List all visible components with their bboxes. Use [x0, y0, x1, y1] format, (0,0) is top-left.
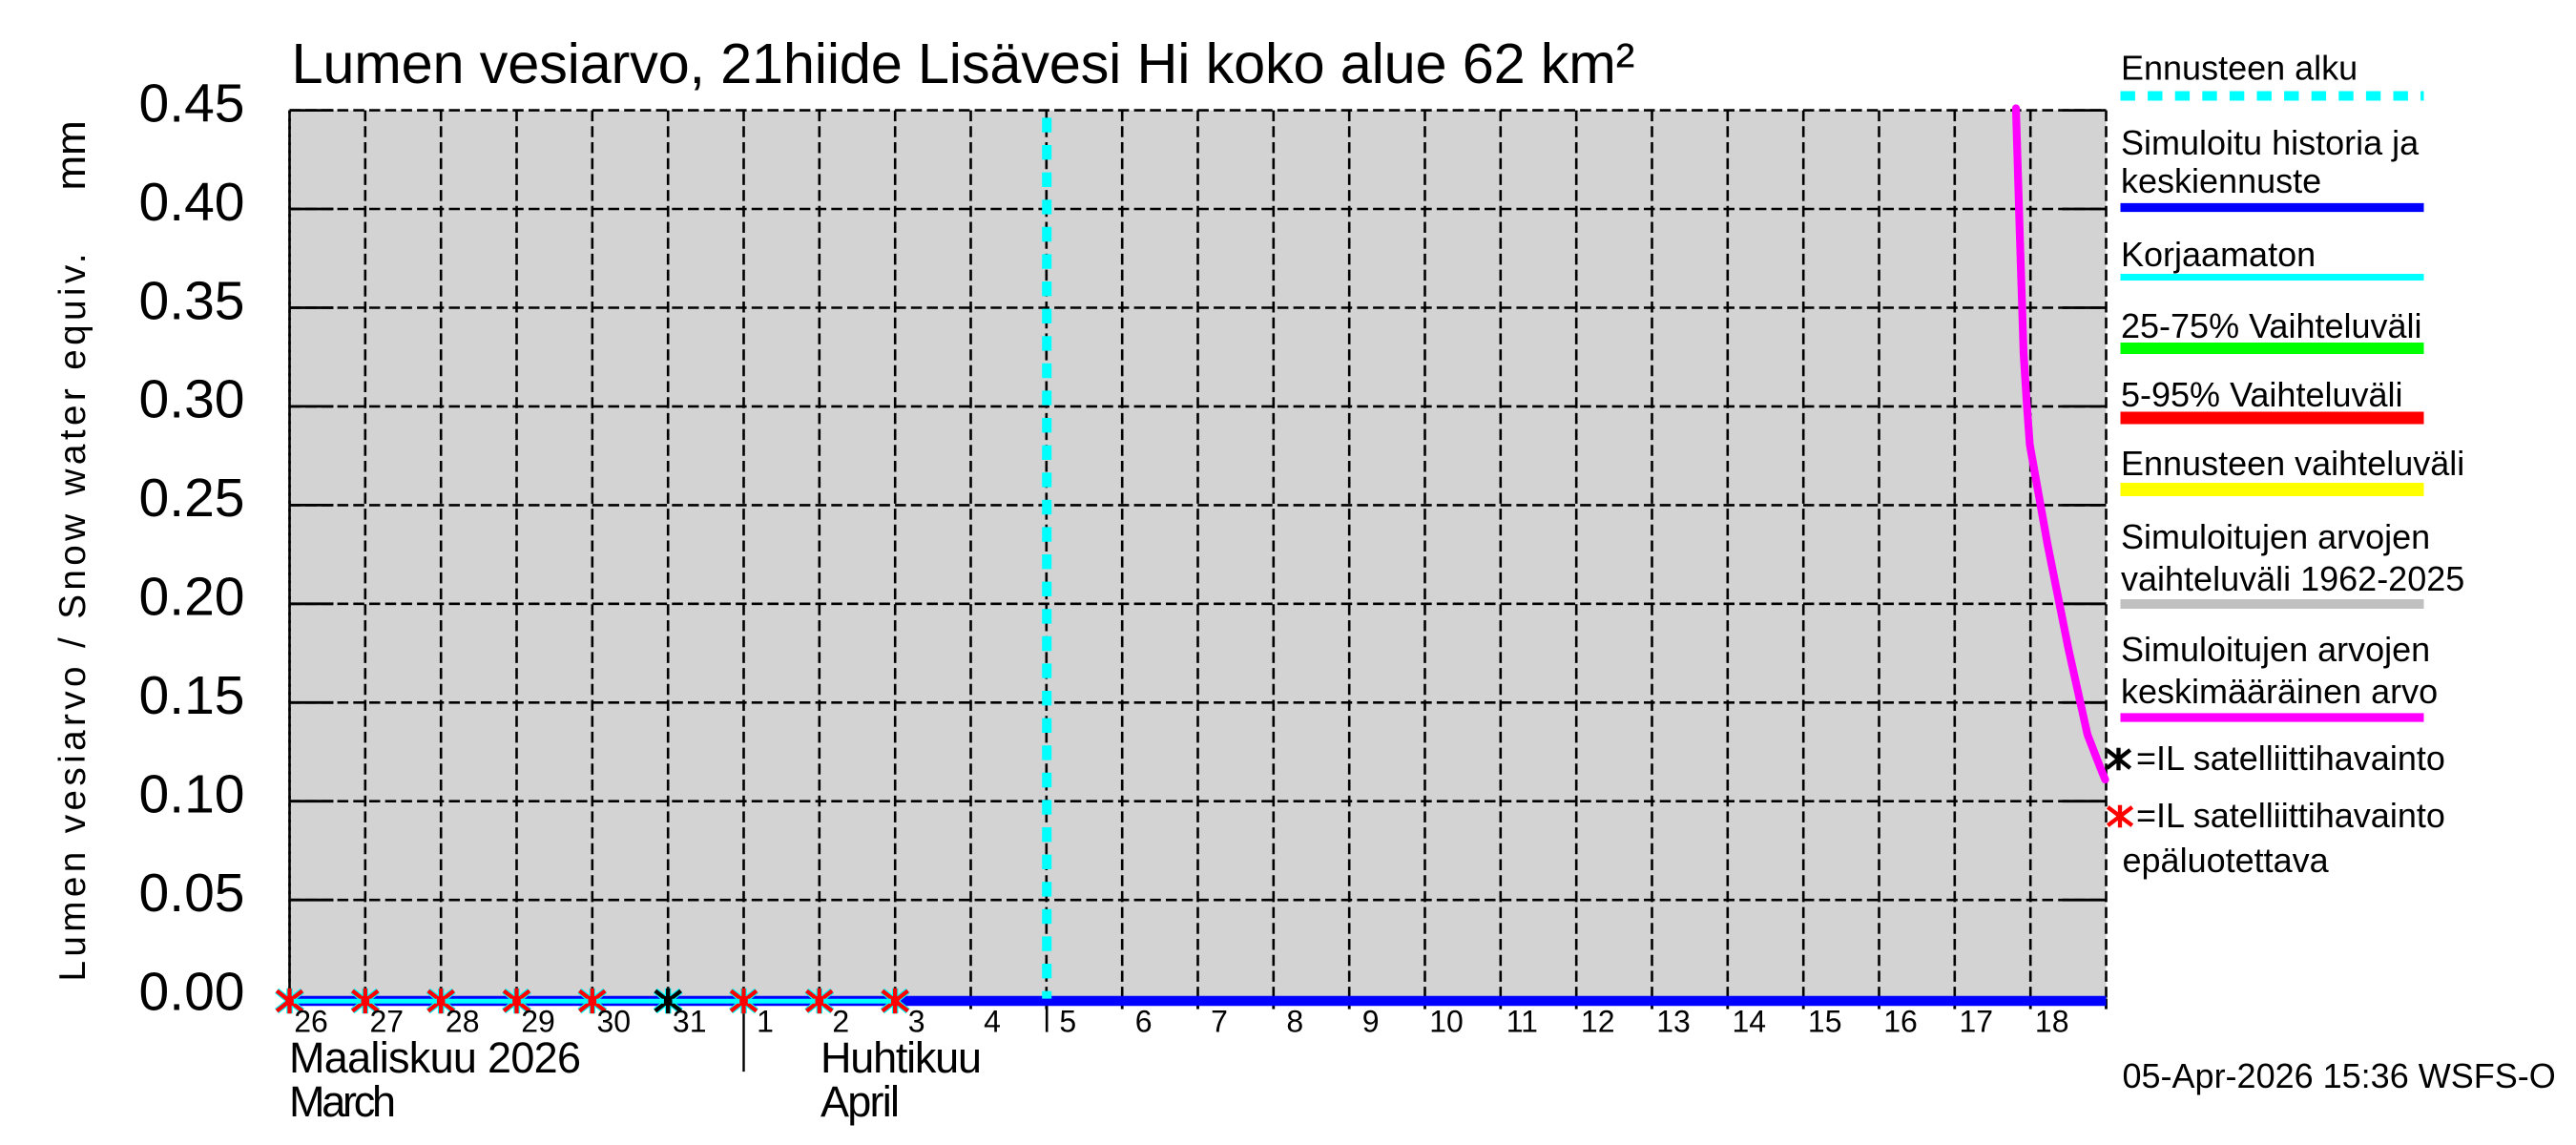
svg-text:=IL satelliittihavainto: =IL satelliittihavainto — [2136, 796, 2445, 835]
svg-text:26: 26 — [294, 1005, 328, 1039]
svg-text:epäluotettava: epäluotettava — [2123, 841, 2330, 880]
svg-text:Simuloitujen arvojen: Simuloitujen arvojen — [2121, 517, 2430, 556]
svg-text:=IL satelliittihavainto: =IL satelliittihavainto — [2136, 739, 2445, 778]
svg-text:0.30: 0.30 — [139, 369, 245, 430]
svg-text:Simuloitujen arvojen: Simuloitujen arvojen — [2121, 630, 2430, 669]
svg-text:0.20: 0.20 — [139, 567, 245, 628]
svg-text:keskiennuste: keskiennuste — [2121, 161, 2321, 200]
svg-text:11: 11 — [1506, 1005, 1538, 1039]
svg-text:16: 16 — [1883, 1005, 1918, 1039]
svg-text:0.00: 0.00 — [139, 961, 245, 1022]
svg-text:0.15: 0.15 — [139, 665, 245, 726]
svg-text:2: 2 — [832, 1005, 849, 1039]
svg-text:29: 29 — [521, 1005, 555, 1039]
svg-text:9: 9 — [1362, 1005, 1380, 1039]
svg-text:8: 8 — [1286, 1005, 1303, 1039]
svg-text:Korjaamaton: Korjaamaton — [2121, 235, 2316, 274]
svg-text:Huhtikuu: Huhtikuu — [821, 1033, 982, 1082]
svg-text:05-Apr-2026 15:36 WSFS-O: 05-Apr-2026 15:36 WSFS-O — [2123, 1056, 2556, 1095]
svg-text:3: 3 — [908, 1005, 925, 1039]
svg-text:March: March — [289, 1077, 396, 1126]
svg-text:25-75% Vaihteluväli: 25-75% Vaihteluväli — [2121, 306, 2422, 345]
svg-text:0.05: 0.05 — [139, 863, 245, 924]
svg-text:12: 12 — [1581, 1005, 1615, 1039]
svg-text:5-95% Vaihteluväli: 5-95% Vaihteluväli — [2121, 375, 2403, 414]
svg-text:30: 30 — [597, 1005, 632, 1039]
svg-text:1: 1 — [757, 1005, 774, 1039]
svg-text:vaihteluväli 1962-2025: vaihteluväli 1962-2025 — [2121, 559, 2464, 598]
svg-text:4: 4 — [984, 1005, 1001, 1039]
svg-text:18: 18 — [2035, 1005, 2069, 1039]
svg-text:14: 14 — [1733, 1005, 1767, 1039]
svg-text:mm: mm — [48, 120, 94, 190]
svg-text:5: 5 — [1059, 1005, 1076, 1039]
svg-text:keskimääräinen arvo: keskimääräinen arvo — [2121, 672, 2438, 711]
svg-text:28: 28 — [446, 1005, 480, 1039]
svg-text:Ennusteen alku: Ennusteen alku — [2121, 49, 2358, 88]
svg-text:0.40: 0.40 — [139, 172, 245, 233]
svg-text:10: 10 — [1429, 1005, 1464, 1039]
svg-text:0.45: 0.45 — [139, 73, 245, 134]
svg-text:0.10: 0.10 — [139, 764, 245, 825]
svg-text:Lumen vesiarvo, 21hiide Lisäve: Lumen vesiarvo, 21hiide Lisävesi Hi koko… — [292, 31, 1635, 95]
svg-text:27: 27 — [370, 1005, 405, 1039]
svg-text:0.35: 0.35 — [139, 270, 245, 331]
svg-text:31: 31 — [673, 1005, 707, 1039]
svg-text:Simuloitu historia ja: Simuloitu historia ja — [2121, 123, 2420, 162]
svg-text:6: 6 — [1135, 1005, 1153, 1039]
svg-text:Ennusteen vaihteluväli: Ennusteen vaihteluväli — [2121, 444, 2464, 483]
svg-text:7: 7 — [1211, 1005, 1228, 1039]
svg-text:0.25: 0.25 — [139, 468, 245, 529]
svg-text:Lumen vesiarvo / Snow water eq: Lumen vesiarvo / Snow water equiv. — [52, 254, 93, 982]
svg-text:17: 17 — [1960, 1005, 1994, 1039]
svg-text:Maaliskuu 2026: Maaliskuu 2026 — [289, 1033, 581, 1082]
svg-text:April: April — [821, 1077, 900, 1126]
svg-text:13: 13 — [1656, 1005, 1691, 1039]
svg-text:15: 15 — [1808, 1005, 1842, 1039]
